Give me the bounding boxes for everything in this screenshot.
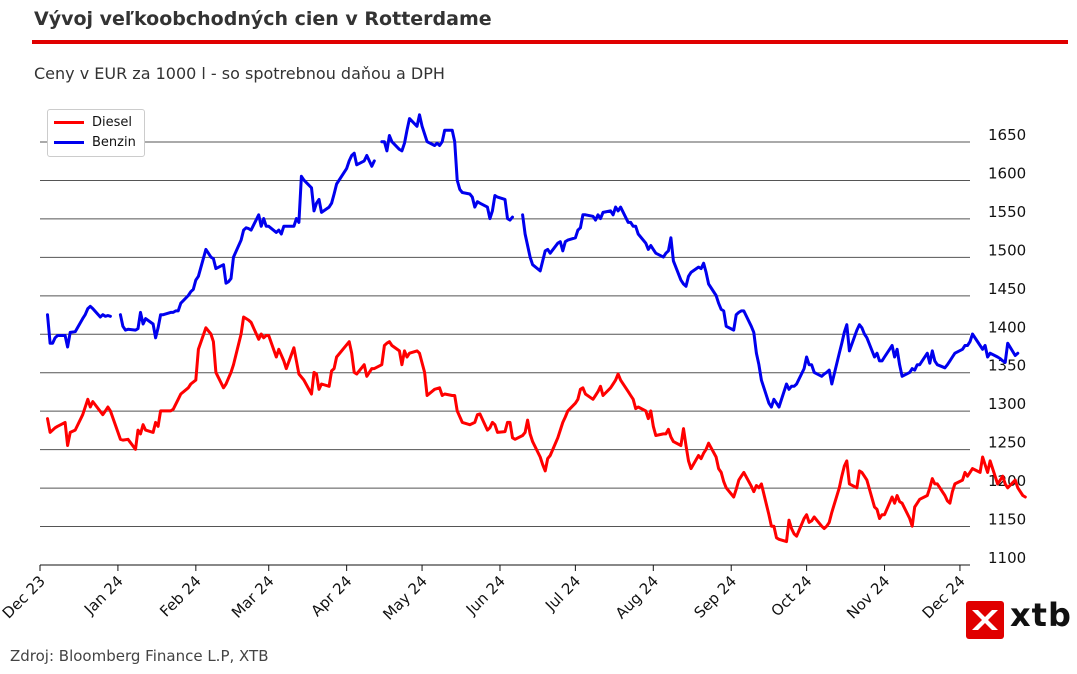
y-tick-label: 1400: [988, 318, 1026, 336]
y-tick-label: 1350: [988, 357, 1026, 375]
xtb-logo-x-icon: [972, 610, 998, 630]
y-tick-label: 1100: [988, 549, 1026, 567]
legend-item-diesel: Diesel: [54, 115, 132, 133]
x-tick-label: Dec 23: [0, 572, 49, 622]
series-line-benzin: [118, 151, 376, 340]
title-underline: [32, 40, 1068, 44]
y-tick-label: 1600: [988, 164, 1026, 182]
legend-item-benzin: Benzin: [54, 135, 136, 153]
y-tick-label: 1300: [988, 395, 1026, 413]
y-tick-label: 1650: [988, 126, 1026, 144]
series-line-benzin: [46, 304, 112, 349]
x-tick-label: Mar 24: [228, 572, 278, 622]
chart-title: Vývoj veľkoobchodných cien v Rotterdame: [34, 8, 492, 30]
legend-label-benzin: Benzin: [92, 135, 136, 150]
series-line-diesel: [46, 315, 1027, 544]
x-tick-label: Jan 24: [80, 572, 127, 619]
x-tick-label: Sep 24: [690, 572, 740, 622]
x-tick-label: Dec 24: [919, 572, 969, 622]
chart-subtitle: Ceny v EUR za 1000 l - so spotrebnou daň…: [34, 64, 445, 83]
x-tick-label: May 24: [379, 572, 431, 624]
x-tick-label: Aug 24: [612, 572, 662, 622]
series-line-benzin: [521, 205, 1020, 409]
y-tick-label: 1500: [988, 241, 1026, 259]
y-tick-label: 1250: [988, 434, 1026, 452]
series-line-benzin: [380, 113, 514, 222]
x-tick-label: Jul 24: [541, 572, 584, 615]
y-tick-label: 1450: [988, 280, 1026, 298]
x-tick-label: Apr 24: [308, 572, 356, 620]
legend-swatch-benzin: [54, 141, 84, 144]
source-note: Zdroj: Bloomberg Finance L.P, XTB: [10, 647, 269, 665]
xtb-logo-mark: [966, 601, 1004, 639]
legend-label-diesel: Diesel: [92, 115, 133, 130]
y-tick-label: 1150: [988, 511, 1026, 529]
xtb-logo: xtb: [966, 596, 1071, 641]
x-tick-label: Oct 24: [768, 572, 816, 620]
legend-swatch-diesel: [54, 121, 84, 124]
xtb-logo-text: xtb: [1010, 596, 1072, 634]
y-tick-label: 1550: [988, 203, 1026, 221]
chart-legend: Diesel Benzin: [47, 109, 145, 157]
x-tick-label: Feb 24: [156, 572, 204, 620]
x-tick-label: Nov 24: [843, 572, 893, 622]
x-tick-label: Jun 24: [462, 572, 509, 619]
